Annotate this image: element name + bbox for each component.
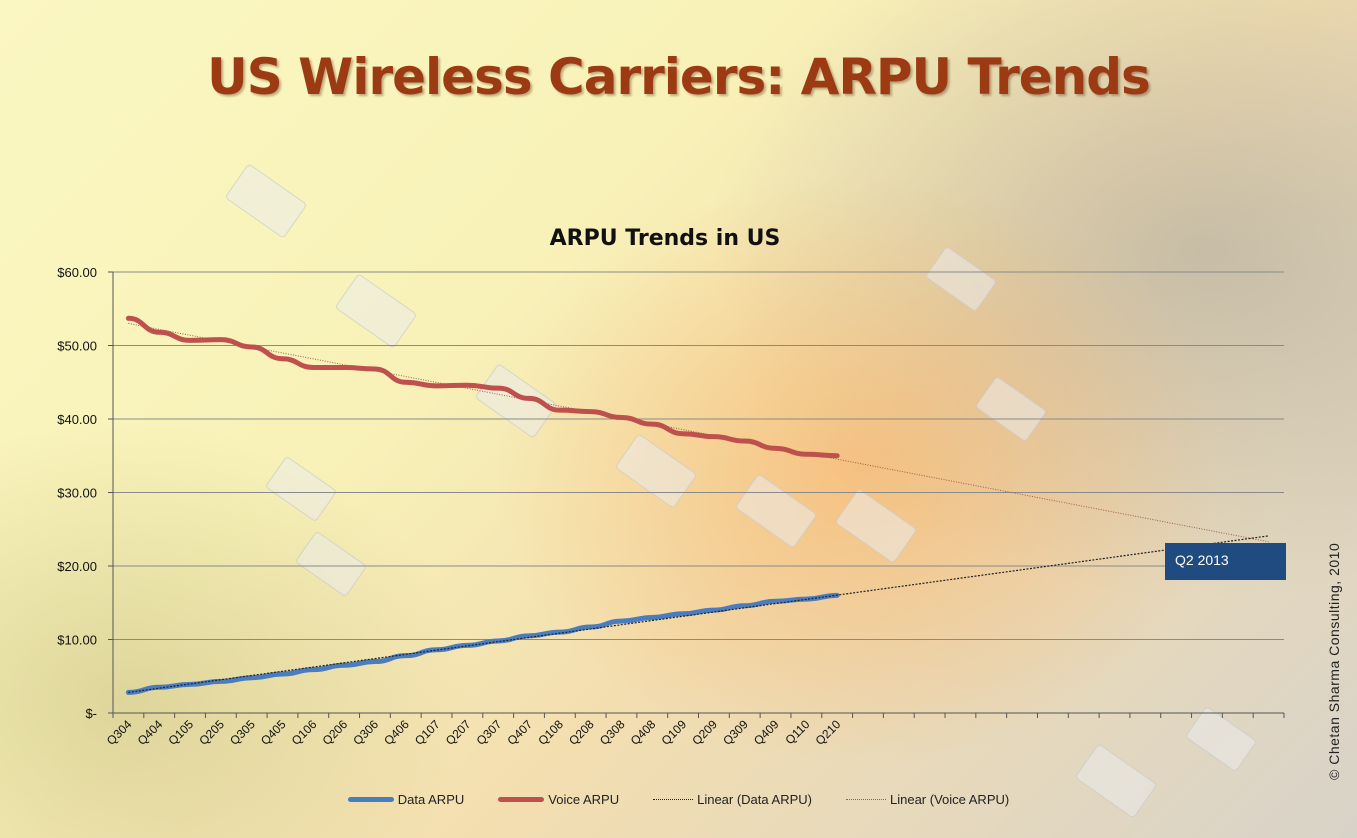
- x-tick-label: Q107: [412, 717, 443, 748]
- x-tick-label: Q406: [381, 717, 412, 748]
- chart-legend: Data ARPU Voice ARPU Linear (Data ARPU) …: [0, 789, 1357, 809]
- x-tick-label: Q309: [720, 717, 751, 748]
- x-tick-label: Q208: [566, 717, 597, 748]
- gridlines: [108, 271, 1285, 718]
- x-tick-label: Q209: [689, 717, 720, 748]
- copyright-text: © Chetan Sharma Consulting, 2010: [1326, 542, 1342, 780]
- legend-swatch-voice-arpu: [498, 796, 545, 802]
- trendline-linear-data-arpu: [128, 535, 1269, 694]
- legend-swatch-linear-voice-arpu: [845, 798, 886, 800]
- legend-item-linear-data-arpu: Linear (Data ARPU): [653, 789, 812, 809]
- legend-item-linear-voice-arpu: Linear (Voice ARPU): [845, 789, 1010, 809]
- x-tick-label: Q210: [813, 717, 844, 748]
- series-lines: [125, 315, 1269, 695]
- y-tick-label: $30.00: [57, 486, 97, 501]
- y-tick-label: $20.00: [57, 559, 97, 574]
- x-tick-label: Q404: [135, 717, 166, 748]
- x-tick-label: Q109: [659, 717, 690, 748]
- legend-label-voice-arpu: Voice ARPU: [548, 791, 620, 807]
- y-axis-tick-labels: $- $10.00 $20.00 $30.00 $40.00 $50.00 $60.00: [57, 265, 97, 721]
- legend-label-linear-voice-arpu: Linear (Voice ARPU): [889, 791, 1010, 807]
- x-tick-label: Q305: [227, 717, 258, 748]
- legend-swatch-data-arpu: [347, 796, 394, 802]
- x-axis-tick-labels: Q304 Q404 Q105 Q205 Q305 Q405 Q106 Q206 Q306 Q406…: [104, 717, 844, 748]
- x-tick-label: Q108: [535, 717, 566, 748]
- y-tick-label: $10.00: [57, 633, 97, 648]
- x-tick-label: Q405: [258, 717, 289, 748]
- legend-label-linear-data-arpu: Linear (Data ARPU): [697, 791, 812, 807]
- x-tick-label: Q306: [350, 717, 381, 748]
- series-line-voice-arpu: [125, 315, 840, 459]
- x-tick-label: Q407: [504, 717, 535, 748]
- x-tick-label: Q408: [628, 717, 659, 748]
- x-tick-label: Q308: [597, 717, 628, 748]
- trendline-linear-voice-arpu: [128, 322, 1269, 543]
- x-tick-label: Q205: [196, 717, 227, 748]
- y-tick-label: $50.00: [57, 339, 97, 354]
- x-tick-label: Q105: [166, 717, 197, 748]
- legend-item-data-arpu: Data ARPU: [347, 789, 465, 809]
- y-tick-label: $40.00: [57, 412, 97, 427]
- legend-item-voice-arpu: Voice ARPU: [498, 789, 619, 809]
- x-tick-label: Q106: [289, 717, 320, 748]
- x-tick-label: Q206: [320, 717, 351, 748]
- q2-2013-callout: Q2 2013: [1165, 543, 1286, 580]
- y-tick-label: $-: [85, 706, 97, 721]
- chart-title: ARPU Trends in US: [550, 226, 781, 251]
- legend-swatch-linear-data-arpu: [653, 798, 694, 800]
- x-tick-label: Q307: [474, 717, 505, 748]
- legend-label-data-arpu: Data ARPU: [397, 791, 465, 807]
- y-tick-label: $60.00: [57, 265, 97, 280]
- x-tick-label: Q110: [782, 717, 812, 747]
- x-tick-label: Q207: [443, 717, 474, 748]
- x-tick-label: Q304: [104, 717, 135, 748]
- x-tick-label: Q409: [751, 717, 782, 748]
- slide-title: US Wireless Carriers: ARPU Trends: [207, 48, 1151, 106]
